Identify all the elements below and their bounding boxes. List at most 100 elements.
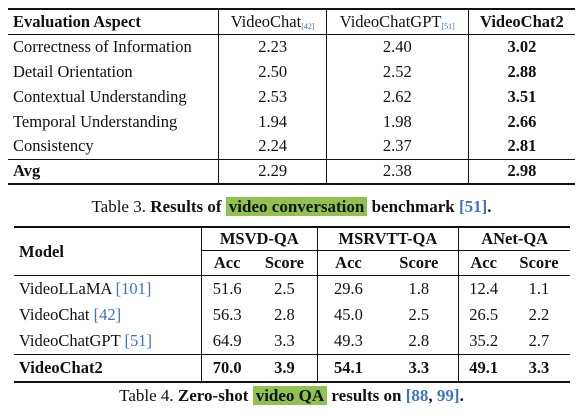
cell-value: 2.81 bbox=[467, 134, 575, 159]
model-name: VideoChatGPT [51] bbox=[14, 328, 201, 355]
cell-value: 64.9 bbox=[200, 328, 253, 355]
row-label: Contextual Understanding bbox=[13, 86, 187, 106]
header-msrvtt-qa: MSRVTT-QA bbox=[316, 226, 459, 251]
table-row: VideoLLaMA [101] 51.6 2.5 29.6 1.8 12.4 … bbox=[14, 275, 570, 303]
table-row: VideoChatGPT [51] 64.9 3.3 49.3 2.8 35.2… bbox=[14, 328, 570, 355]
subheader-score: Score bbox=[252, 250, 318, 276]
citation-42[interactable]: [42] bbox=[301, 21, 315, 31]
model-name: VideoChat [42] bbox=[14, 302, 201, 328]
table-row: Contextual Understanding 2.53 2.62 3.51 bbox=[8, 84, 575, 109]
citation-link[interactable]: [42] bbox=[93, 305, 122, 324]
table-row: Detail Orientation 2.50 2.52 2.88 bbox=[8, 59, 575, 84]
header-videochat-label: VideoChat bbox=[230, 11, 302, 31]
subheader-score: Score bbox=[379, 250, 459, 276]
row-label: Avg bbox=[8, 158, 219, 185]
cell-value: 2.5 bbox=[408, 305, 430, 324]
caption-suffix: . bbox=[459, 386, 464, 405]
table-header-row: Evaluation Aspect VideoChat[42] VideoCha… bbox=[8, 8, 575, 35]
subheader-acc: Acc bbox=[200, 250, 253, 276]
caption-comma: , bbox=[428, 386, 437, 405]
cell-value: 70.0 bbox=[200, 354, 253, 383]
table-4: Model MSVD-QA MSRVTT-QA ANet-QA Acc Scor… bbox=[14, 226, 570, 383]
cell-value: 2.23 bbox=[218, 34, 327, 59]
model-label: VideoLLaMA bbox=[19, 279, 116, 298]
header-videochat: VideoChat[42] bbox=[218, 8, 327, 35]
cell-value: 2.8 bbox=[408, 331, 430, 350]
cell-value: 2.38 bbox=[325, 158, 469, 185]
subheader-score: Score bbox=[507, 250, 570, 276]
cell-value: 2.29 bbox=[218, 158, 327, 185]
cell-value: 2.66 bbox=[467, 109, 575, 134]
table-row: Consistency 2.24 2.37 2.81 bbox=[8, 134, 575, 159]
cell-value: 3.51 bbox=[467, 84, 575, 109]
subheader-acc: Acc bbox=[458, 250, 508, 276]
cell-value: 2.7 bbox=[528, 331, 550, 350]
cell-value: 1.1 bbox=[528, 279, 550, 298]
cell-value: 2.98 bbox=[467, 158, 575, 185]
cell-value: 3.02 bbox=[467, 34, 575, 59]
caption-bold: benchmark bbox=[367, 197, 459, 216]
header-evaluation-aspect: Evaluation Aspect bbox=[8, 8, 219, 35]
caption-prefix: Table 3. bbox=[91, 197, 151, 216]
table-4-caption: Table 4. Zero-shot video QA results on [… bbox=[0, 386, 583, 406]
subheader-acc: Acc bbox=[316, 250, 380, 276]
citation-link[interactable]: 99] bbox=[436, 386, 460, 405]
table-row-highlight: VideoChat2 70.0 3.9 54.1 3.3 49.1 3.3 bbox=[14, 354, 570, 383]
cell-value: 51.6 bbox=[200, 275, 253, 302]
caption-suffix: . bbox=[487, 197, 492, 216]
row-label: Consistency bbox=[13, 136, 94, 156]
table-3-caption: Table 3. Results of video conversation b… bbox=[0, 197, 583, 217]
table-subheader-row: Acc Score Acc Score Acc Score bbox=[14, 250, 570, 276]
model-label: VideoChat bbox=[19, 305, 94, 324]
cell-value: 2.88 bbox=[467, 59, 575, 84]
table-row: Temporal Understanding 1.94 1.98 2.66 bbox=[8, 109, 575, 134]
table-row: VideoChat [42] 56.3 2.8 45.0 2.5 26.5 2.… bbox=[14, 302, 570, 328]
cell-value: 1.8 bbox=[408, 279, 430, 298]
cell-value: 2.50 bbox=[218, 59, 327, 84]
cell-value: 12.4 bbox=[458, 275, 508, 302]
citation-link[interactable]: [88 bbox=[405, 386, 429, 405]
row-label: Detail Orientation bbox=[13, 61, 133, 81]
caption-bold: Results of bbox=[150, 197, 226, 216]
model-name: VideoChat2 bbox=[14, 354, 202, 383]
header-model: Model bbox=[14, 226, 202, 276]
cell-value: 26.5 bbox=[458, 302, 508, 328]
row-label: Temporal Understanding bbox=[13, 111, 178, 131]
cell-value: 2.62 bbox=[325, 84, 469, 109]
model-label: VideoChatGPT bbox=[19, 331, 125, 350]
caption-highlight: video QA bbox=[252, 386, 328, 405]
header-videochatgpt: VideoChatGPT[51] bbox=[325, 8, 469, 35]
cell-value: 2.5 bbox=[274, 279, 295, 298]
cell-value: 49.3 bbox=[316, 328, 380, 355]
header-msvd-qa: MSVD-QA bbox=[200, 226, 318, 251]
cell-value: 2.2 bbox=[528, 305, 550, 324]
citation-link[interactable]: [51] bbox=[458, 197, 488, 216]
cell-value: 2.53 bbox=[218, 84, 327, 109]
citation-51[interactable]: [51] bbox=[441, 21, 455, 31]
cell-value: 1.98 bbox=[325, 109, 469, 134]
cell-value: 3.3 bbox=[507, 354, 570, 383]
citation-link[interactable]: [101] bbox=[115, 279, 152, 298]
cell-value: 2.8 bbox=[274, 305, 295, 324]
caption-prefix: Table 4. bbox=[119, 386, 178, 405]
cell-value: 29.6 bbox=[316, 275, 380, 302]
cell-value: 56.3 bbox=[200, 302, 253, 328]
caption-bold: results on bbox=[327, 386, 406, 405]
cell-value: 1.94 bbox=[218, 109, 327, 134]
model-name: VideoLLaMA [101] bbox=[14, 276, 201, 303]
cell-value: 2.24 bbox=[218, 134, 327, 159]
cell-value: 2.40 bbox=[325, 34, 469, 59]
header-videochat2: VideoChat2 bbox=[467, 8, 575, 35]
cell-value: 35.2 bbox=[458, 328, 508, 355]
cell-value: 45.0 bbox=[316, 302, 380, 328]
caption-bold: Zero-shot bbox=[177, 386, 253, 405]
table-row: Correctness of Information 2.23 2.40 3.0… bbox=[8, 34, 575, 59]
header-anet-qa: ANet-QA bbox=[458, 226, 570, 251]
cell-value: 2.37 bbox=[325, 134, 469, 159]
caption-highlight: video conversation bbox=[225, 197, 368, 216]
table-header-row: Model MSVD-QA MSRVTT-QA ANet-QA bbox=[14, 226, 570, 276]
citation-link[interactable]: [51] bbox=[124, 331, 153, 350]
table-3: Evaluation Aspect VideoChat[42] VideoCha… bbox=[8, 8, 575, 185]
cell-value: 3.3 bbox=[274, 331, 295, 350]
cell-value: 3.3 bbox=[379, 354, 459, 383]
